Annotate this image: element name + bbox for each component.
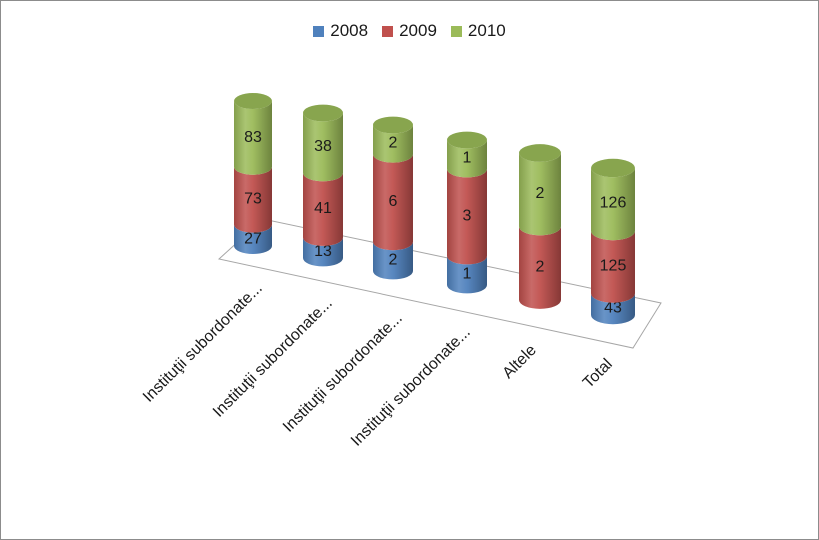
legend-item-2008: 2008 bbox=[313, 21, 368, 41]
legend-label: 2009 bbox=[399, 21, 437, 40]
data-label: 2 bbox=[536, 185, 545, 202]
bar-segment-2008 bbox=[303, 237, 343, 267]
bar-segment-2008 bbox=[373, 241, 413, 280]
bar-segment-2009 bbox=[591, 231, 635, 303]
data-label: 43 bbox=[604, 299, 622, 316]
data-label: 2 bbox=[389, 251, 398, 268]
category-label: Total bbox=[580, 356, 616, 392]
legend-item-2010: 2010 bbox=[450, 21, 506, 41]
legend-label: 2008 bbox=[330, 21, 369, 40]
category-label: Altele bbox=[500, 342, 540, 382]
legend-label: 2010 bbox=[467, 21, 506, 40]
bar-segment-2010 bbox=[234, 101, 272, 175]
data-label: 1 bbox=[463, 266, 472, 283]
legend-swatch bbox=[450, 25, 462, 37]
bar-segment-2009 bbox=[447, 169, 487, 265]
data-label: 2 bbox=[536, 258, 545, 275]
legend-swatch bbox=[313, 25, 325, 37]
bar-segment-2008 bbox=[447, 256, 487, 294]
data-label: 73 bbox=[244, 191, 262, 208]
bar-segment-2009 bbox=[373, 154, 413, 251]
data-label: 41 bbox=[314, 200, 332, 217]
data-label: 126 bbox=[600, 195, 627, 212]
column-3: 1 3 1 bbox=[447, 131, 487, 294]
legend-item-2009: 2009 bbox=[382, 21, 437, 41]
bar-segment-2009 bbox=[519, 226, 561, 309]
column-top-cap bbox=[591, 158, 635, 178]
data-label: 38 bbox=[314, 138, 332, 155]
data-label: 2 bbox=[389, 135, 398, 152]
column-0: 27 73 83 bbox=[234, 93, 272, 254]
column-top-cap bbox=[234, 93, 272, 109]
data-label: 3 bbox=[463, 208, 472, 225]
column-1: 13 41 38 bbox=[303, 104, 343, 267]
data-label: 6 bbox=[389, 193, 398, 210]
legend-swatch bbox=[382, 25, 394, 37]
column-top-cap bbox=[373, 116, 413, 134]
data-label: 83 bbox=[244, 129, 262, 146]
bar-segment-2010 bbox=[303, 113, 343, 182]
bar-segment-2008 bbox=[234, 224, 272, 254]
column-top-cap bbox=[519, 144, 561, 162]
bar-segment-2010 bbox=[447, 140, 487, 178]
column-2: 2 6 2 bbox=[373, 116, 413, 280]
bar-segment-2009 bbox=[303, 172, 343, 246]
data-label: 1 bbox=[463, 150, 472, 167]
bar-segment-2010 bbox=[373, 125, 413, 163]
data-label: 13 bbox=[314, 243, 332, 260]
bar-segment-2009 bbox=[234, 166, 272, 233]
column-top-cap bbox=[303, 104, 343, 122]
bar-segment-2010 bbox=[519, 153, 561, 236]
column-top-cap bbox=[447, 131, 487, 149]
data-label: 125 bbox=[600, 257, 627, 274]
legend: 2008 2009 2010 bbox=[1, 21, 818, 41]
bar-segment-2008 bbox=[591, 293, 635, 325]
column-5: 43 125 126 bbox=[591, 158, 635, 325]
column-4: 22 bbox=[519, 144, 561, 309]
bar-segment-2010 bbox=[591, 168, 635, 241]
data-label: 27 bbox=[244, 230, 262, 247]
